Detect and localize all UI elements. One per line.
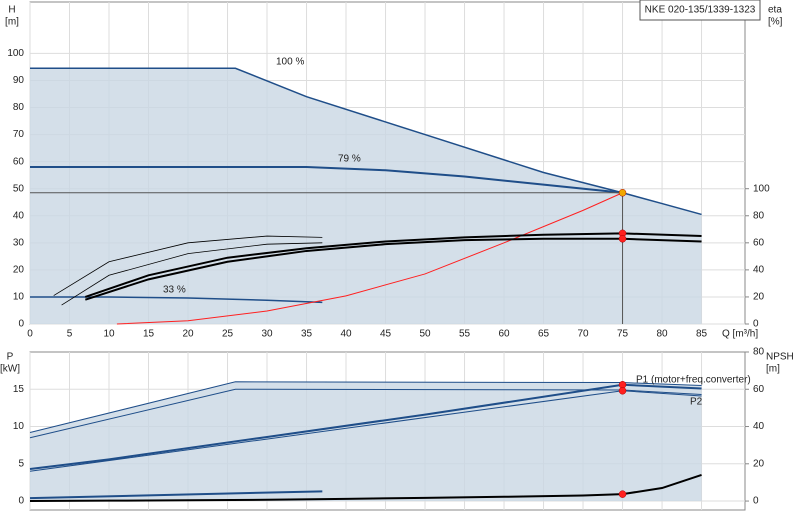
curve [30,166,623,194]
curve-label: 100 % [276,57,304,68]
y-axis-label: [kW] [0,364,20,375]
y2-tick-label: 100 [753,183,770,194]
curve [29,388,702,439]
y2-tick-label: 0 [753,319,759,330]
y2-tick-label: 60 [753,237,765,248]
x-tick-label: 70 [577,329,589,340]
curve [61,242,323,306]
x-tick-label: 60 [498,329,510,340]
y-axis-label: [m] [5,17,19,28]
curve [30,296,323,304]
curve [29,490,323,500]
y2-axis-label: eta [768,5,782,16]
y2-axis-label: NPSH [766,352,794,363]
y-axis-label: H [8,5,15,16]
x-tick-label: 15 [143,329,155,340]
chart-title: NKE 020-135/1339-1323 [645,5,756,16]
y-tick-label: 5 [18,458,24,469]
y-tick-label: 10 [13,292,25,303]
x-tick-label: 65 [538,329,550,340]
x-tick-label: 25 [222,329,234,340]
y-tick-label: 20 [13,265,25,276]
y2-tick-label: 40 [753,265,765,276]
x-tick-label: 80 [656,329,668,340]
y-tick-label: 50 [13,183,25,194]
x-tick-label: 30 [261,329,273,340]
duty-point [618,189,627,197]
y2-tick-label: 0 [753,496,759,507]
curve [84,237,702,301]
y-tick-label: 60 [13,156,25,167]
y-tick-label: 10 [13,421,25,432]
curve [29,381,702,433]
y-tick-label: 80 [13,102,25,113]
x-tick-label: 55 [459,329,471,340]
duty-point [618,490,627,498]
y-tick-label: 15 [13,384,25,395]
y-axis-label: P [7,352,14,363]
curve-label: 79 % [338,154,361,165]
x-tick-label: 75 [617,329,629,340]
x-tick-label: 0 [27,329,33,340]
x-tick-label: 85 [696,329,708,340]
curve-label: P1 (motor+freq.converter) [636,375,751,386]
x-tick-label: 35 [301,329,313,340]
curve [116,192,623,325]
y2-tick-label: 60 [753,384,765,395]
curve [53,235,323,296]
y2-tick-label: 80 [753,347,765,358]
y2-tick-label: 80 [753,210,765,221]
curve-label: P2 [690,397,703,408]
y-tick-label: 70 [13,129,25,140]
y2-tick-label: 40 [753,421,765,432]
operating-range [30,381,702,502]
duty-point [618,235,627,243]
x-tick-label: 5 [67,329,73,340]
y-tick-label: 0 [18,496,24,507]
y2-tick-label: 20 [753,458,765,469]
x-tick-label: 40 [340,329,352,340]
curve [29,474,702,503]
title-box [639,0,761,21]
y-tick-label: 100 [7,48,24,59]
x-tick-label: 45 [380,329,392,340]
y-tick-label: 40 [13,210,25,221]
curve-label: 33 % [163,285,186,296]
curve [29,383,702,471]
y-tick-label: 90 [13,75,25,86]
y2-axis-label: [m] [766,364,780,375]
x-axis-label: Q [m³/h] [722,329,758,340]
x-tick-label: 20 [182,329,194,340]
curve [84,232,702,298]
y-tick-label: 0 [18,319,24,330]
duty-point [618,387,627,395]
y-tick-label: 30 [13,237,25,248]
x-tick-label: 50 [419,329,431,340]
y2-tick-label: 20 [753,292,765,303]
operating-range [30,68,702,324]
curve [30,67,702,216]
x-tick-label: 10 [103,329,115,340]
y2-axis-label: [%] [768,17,783,28]
